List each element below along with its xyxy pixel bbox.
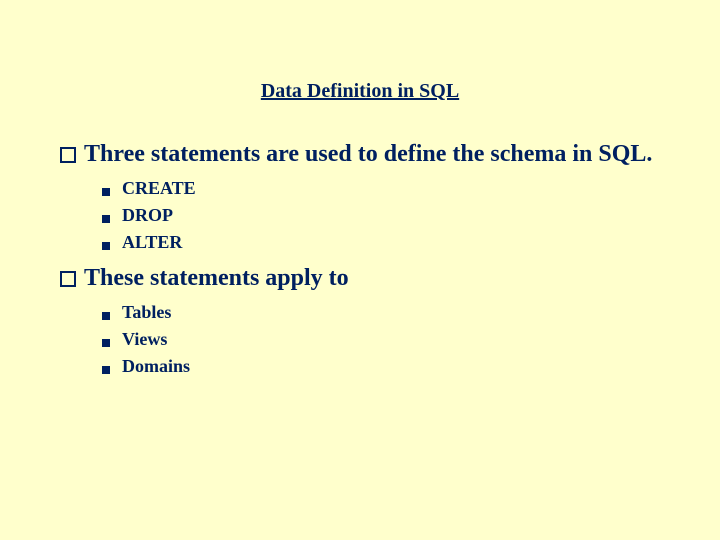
level2-text: Tables (122, 302, 171, 323)
bullet-group-2: These statements apply to Tables Views D… (60, 265, 660, 379)
slide-title: Data Definition in SQL (60, 80, 660, 103)
slide: Data Definition in SQL Three statements … (0, 0, 720, 540)
level2-text: ALTER (122, 232, 182, 253)
level1-item: Three statements are used to define the … (60, 141, 660, 168)
rect (102, 215, 110, 223)
level2-text: DROP (122, 205, 173, 226)
bullet-group-1: Three statements are used to define the … (60, 141, 660, 255)
level1-text: Three statements are used to define the … (84, 141, 652, 168)
level2-item: Tables (102, 302, 660, 325)
level2-item: DROP (102, 205, 660, 228)
rect (102, 366, 110, 374)
hollow-square-icon (60, 147, 76, 168)
rect (102, 339, 110, 347)
filled-square-icon (102, 237, 110, 255)
hollow-square-icon (60, 271, 76, 292)
level1-text: These statements apply to (84, 265, 349, 292)
filled-square-icon (102, 334, 110, 352)
rect (102, 188, 110, 196)
rect (61, 272, 75, 286)
level2-item: Views (102, 329, 660, 352)
level2-item: CREATE (102, 178, 660, 201)
level2-item: ALTER (102, 232, 660, 255)
filled-square-icon (102, 307, 110, 325)
level1-item: These statements apply to (60, 265, 660, 292)
rect (102, 242, 110, 250)
filled-square-icon (102, 183, 110, 201)
filled-square-icon (102, 361, 110, 379)
level2-text: CREATE (122, 178, 196, 199)
level2-text: Views (122, 329, 167, 350)
filled-square-icon (102, 210, 110, 228)
rect (61, 148, 75, 162)
level2-text: Domains (122, 356, 190, 377)
rect (102, 312, 110, 320)
level2-item: Domains (102, 356, 660, 379)
